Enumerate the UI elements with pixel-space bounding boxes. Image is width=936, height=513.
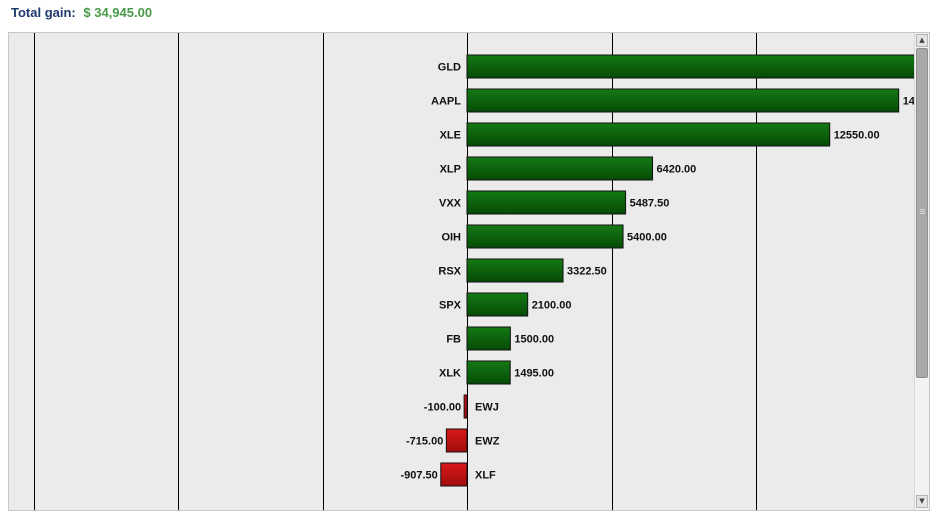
category-label: SPX: [439, 300, 462, 312]
value-label: 5400.00: [627, 232, 667, 244]
bar-chart: GLD21960.00AAPL14937.50XLE12550.00XLP642…: [34, 33, 914, 510]
value-label: -100.00: [424, 402, 461, 414]
bar-aapl: [466, 88, 900, 113]
scroll-up-button[interactable]: ▲: [916, 34, 928, 47]
bar-oih: [466, 224, 624, 249]
bar-gld: [466, 54, 914, 79]
category-label: XLF: [475, 470, 496, 482]
bar-xlf: [440, 462, 468, 487]
bar-ewz: [445, 428, 468, 453]
bar-ewj: [463, 394, 468, 419]
scroll-down-button[interactable]: ▼: [916, 495, 928, 508]
category-label: EWZ: [475, 436, 500, 448]
category-label: EWJ: [475, 402, 499, 414]
total-gain-value: $ 34,945.00: [83, 5, 153, 20]
category-label: XLE: [440, 130, 461, 142]
bar-spx: [466, 292, 529, 317]
value-label: 1500.00: [514, 334, 554, 346]
category-label: GLD: [438, 62, 461, 74]
category-label: VXX: [439, 198, 462, 210]
bar-xle: [466, 122, 831, 147]
category-label: OIH: [441, 232, 461, 244]
category-label: XLP: [440, 164, 461, 176]
value-label: -907.50: [400, 470, 437, 482]
scroll-thumb[interactable]: [916, 48, 928, 378]
bar-xlp: [466, 156, 654, 181]
value-label: 14937.50: [903, 96, 914, 108]
total-gain-header: Total gain: $ 34,945.00: [11, 5, 152, 20]
value-label: 12550.00: [834, 130, 880, 142]
value-label: 1495.00: [514, 368, 554, 380]
grip-icon: [920, 209, 925, 210]
category-label: AAPL: [431, 96, 461, 108]
category-label: RSX: [438, 266, 461, 278]
value-label: 3322.50: [567, 266, 607, 278]
bar-xlk: [466, 360, 511, 385]
value-label: 5487.50: [630, 198, 670, 210]
vertical-scrollbar[interactable]: ▲ ▼: [914, 33, 929, 510]
bar-rsx: [466, 258, 564, 283]
value-label: 2100.00: [532, 300, 572, 312]
bar-fb: [466, 326, 511, 351]
value-label: -715.00: [406, 436, 443, 448]
bar-vxx: [466, 190, 627, 215]
chart-panel: GLD21960.00AAPL14937.50XLE12550.00XLP642…: [8, 32, 930, 511]
value-label: 6420.00: [657, 164, 697, 176]
category-label: FB: [446, 334, 461, 346]
category-label: XLK: [439, 368, 461, 380]
total-gain-label: Total gain:: [11, 5, 76, 20]
